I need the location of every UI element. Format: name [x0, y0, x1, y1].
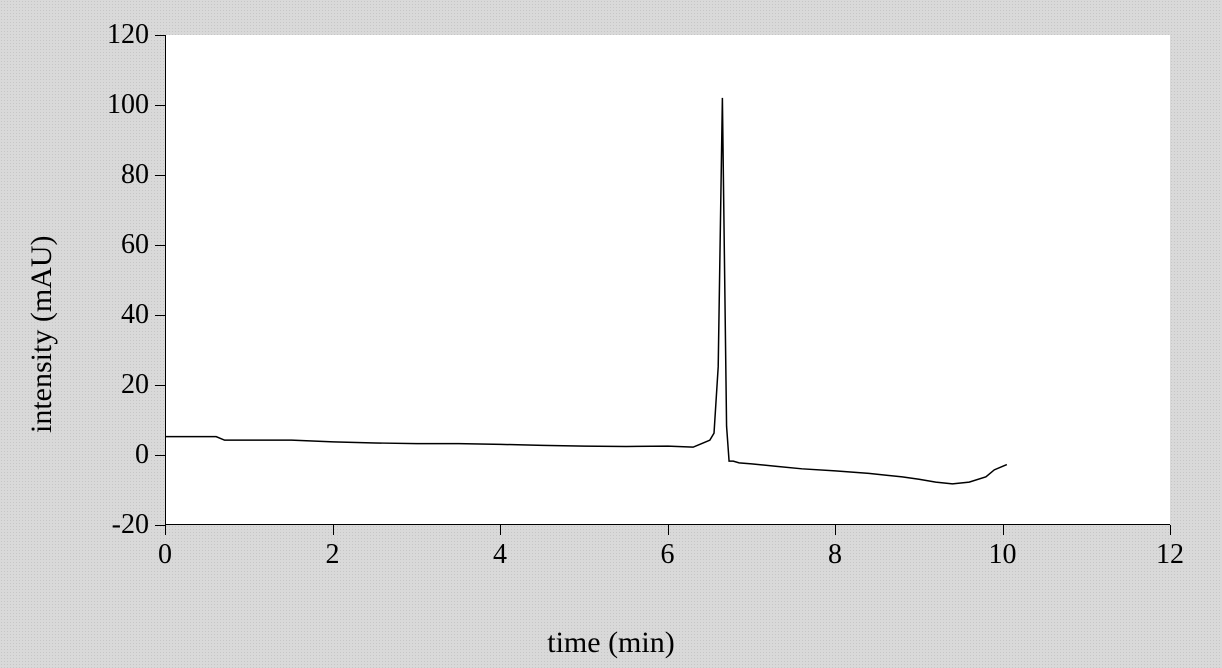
x-tick	[500, 525, 501, 535]
x-tick-label: 2	[326, 539, 340, 571]
y-tick-label: 100	[97, 89, 149, 121]
y-tick	[155, 385, 165, 386]
y-tick	[155, 35, 165, 36]
y-axis-label: intensity (mAU)	[25, 0, 59, 668]
x-tick	[1170, 525, 1171, 535]
x-tick-label: 4	[493, 539, 507, 571]
y-tick-label: 60	[97, 229, 149, 261]
y-tick	[155, 455, 165, 456]
y-tick	[155, 105, 165, 106]
x-tick	[165, 525, 166, 535]
data-line	[166, 35, 1170, 524]
plot-area	[165, 35, 1170, 525]
chart-container: intensity (mAU) time (min) 0 2 4 6 8 10 12 -20 0…	[0, 0, 1222, 668]
y-tick-label: 120	[97, 19, 149, 51]
x-tick	[668, 525, 669, 535]
y-tick-label: 40	[97, 299, 149, 331]
y-tick	[155, 245, 165, 246]
x-tick-label: 10	[989, 539, 1017, 571]
x-tick-label: 0	[158, 539, 172, 571]
x-tick	[835, 525, 836, 535]
y-tick-label: 20	[97, 369, 149, 401]
y-tick-label: 0	[97, 439, 149, 471]
x-tick-label: 6	[661, 539, 675, 571]
x-tick-label: 8	[828, 539, 842, 571]
x-axis-label: time (min)	[0, 626, 1222, 660]
y-tick	[155, 175, 165, 176]
y-tick	[155, 525, 165, 526]
y-tick-label: -20	[97, 509, 149, 541]
x-tick	[1003, 525, 1004, 535]
y-tick-label: 80	[97, 159, 149, 191]
x-tick	[333, 525, 334, 535]
x-tick-label: 12	[1156, 539, 1184, 571]
y-tick	[155, 315, 165, 316]
